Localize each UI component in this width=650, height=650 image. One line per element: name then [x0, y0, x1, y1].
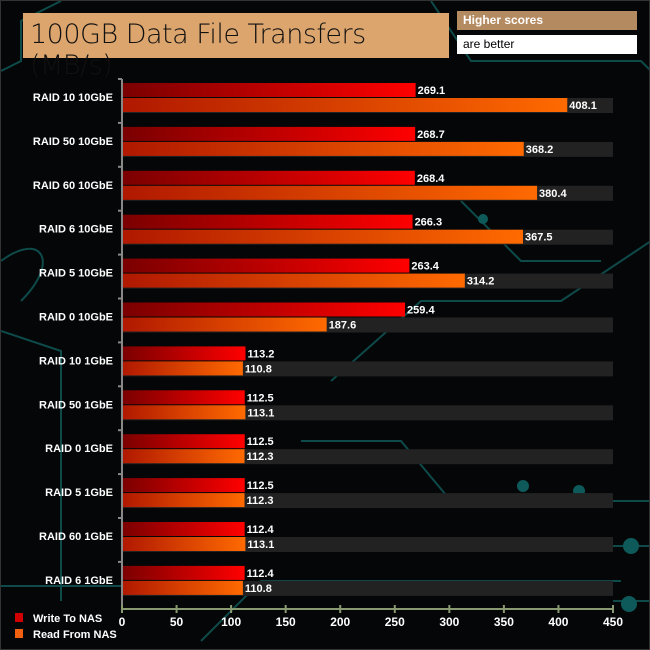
note-are-better: are better: [457, 35, 637, 54]
bar-write: [122, 346, 246, 361]
data-label: 263.4: [411, 261, 439, 273]
x-tick-label: 200: [330, 615, 350, 629]
bar-read: [122, 361, 243, 376]
data-label: 113.1: [247, 539, 274, 551]
category-label: RAID 60 10GbE: [33, 180, 113, 192]
category-label: RAID 5 1GbE: [45, 487, 113, 499]
category-label: RAID 6 1GbE: [45, 575, 113, 587]
legend-label: Read From NAS: [33, 629, 117, 641]
category-label: RAID 0 10GbE: [39, 312, 113, 324]
category-label: RAID 10 10GbE: [33, 92, 113, 104]
category-label: RAID 0 1GbE: [45, 443, 113, 455]
data-label: 112.4: [247, 524, 275, 536]
data-label: 268.7: [417, 129, 445, 141]
bar-read: [122, 449, 245, 464]
bar-write: [122, 434, 245, 449]
category-label: RAID 5 10GbE: [39, 268, 113, 280]
data-label: 113.2: [248, 348, 275, 360]
row-band: [122, 449, 613, 465]
chart-title-box: 100GB Data File Transfers (MB/s): [23, 13, 449, 81]
bar-read: [122, 537, 246, 551]
x-tick-label: 250: [385, 615, 405, 629]
data-label: 266.3: [415, 217, 443, 229]
data-label: 110.8: [245, 363, 272, 375]
data-label: 314.2: [467, 276, 495, 288]
data-label: 269.1: [418, 85, 446, 97]
bar-read: [122, 273, 465, 288]
category-label: RAID 10 1GbE: [39, 355, 113, 367]
bar-write: [122, 522, 245, 536]
bar-write: [122, 565, 245, 580]
x-tick-label: 0: [119, 615, 126, 629]
bar-write: [122, 83, 416, 97]
bar-write: [122, 478, 245, 493]
data-label: 112.4: [247, 568, 275, 580]
bar-write: [122, 258, 410, 273]
bar-read: [122, 405, 246, 420]
chart-title: 100GB Data File Transfers (MB/s): [30, 19, 366, 81]
data-label: 408.1: [569, 100, 597, 112]
row-band: [122, 580, 613, 596]
bar-read: [122, 317, 327, 332]
data-label: 259.4: [407, 305, 435, 317]
category-label: RAID 50 10GbE: [33, 136, 113, 148]
data-label: 112.5: [247, 392, 274, 404]
bar-read: [122, 98, 568, 112]
category-label: RAID 60 1GbE: [39, 531, 113, 543]
data-label: 368.2: [526, 144, 554, 156]
data-label: 187.6: [329, 320, 357, 332]
x-tick-label: 150: [276, 615, 296, 629]
data-label: 380.4: [539, 188, 567, 200]
legend-label: Write To NAS: [33, 613, 102, 625]
bar-write: [122, 126, 416, 141]
category-label: RAID 50 1GbE: [39, 399, 113, 411]
x-tick-label: 300: [439, 615, 459, 629]
data-label: 268.4: [417, 173, 445, 185]
data-label: 112.5: [247, 480, 274, 492]
bar-write: [122, 302, 406, 317]
row-band: [122, 493, 613, 509]
legend-swatch: [15, 613, 23, 622]
category-label: RAID 6 10GbE: [39, 224, 113, 236]
bar-read: [122, 229, 523, 244]
bar-read: [122, 141, 524, 156]
x-tick-label: 450: [603, 615, 623, 629]
bar-read: [122, 580, 243, 595]
bar-write: [122, 214, 413, 229]
x-tick-label: 350: [494, 615, 514, 629]
data-label: 367.5: [525, 232, 553, 244]
x-tick-label: 100: [221, 615, 241, 629]
x-tick-label: 50: [170, 615, 184, 629]
legend-swatch: [15, 629, 23, 638]
data-label: 112.3: [247, 451, 274, 463]
bar-write: [122, 390, 245, 405]
data-label: 112.5: [247, 436, 274, 448]
x-tick-label: 400: [548, 615, 568, 629]
bar-read: [122, 493, 245, 508]
bar-write: [122, 170, 415, 185]
bar-read: [122, 185, 538, 200]
data-label: 113.1: [247, 407, 274, 419]
row-band: [122, 361, 613, 377]
data-label: 112.3: [247, 495, 274, 507]
note-higher-scores: Higher scores: [457, 11, 637, 30]
data-label: 110.8: [245, 583, 272, 595]
